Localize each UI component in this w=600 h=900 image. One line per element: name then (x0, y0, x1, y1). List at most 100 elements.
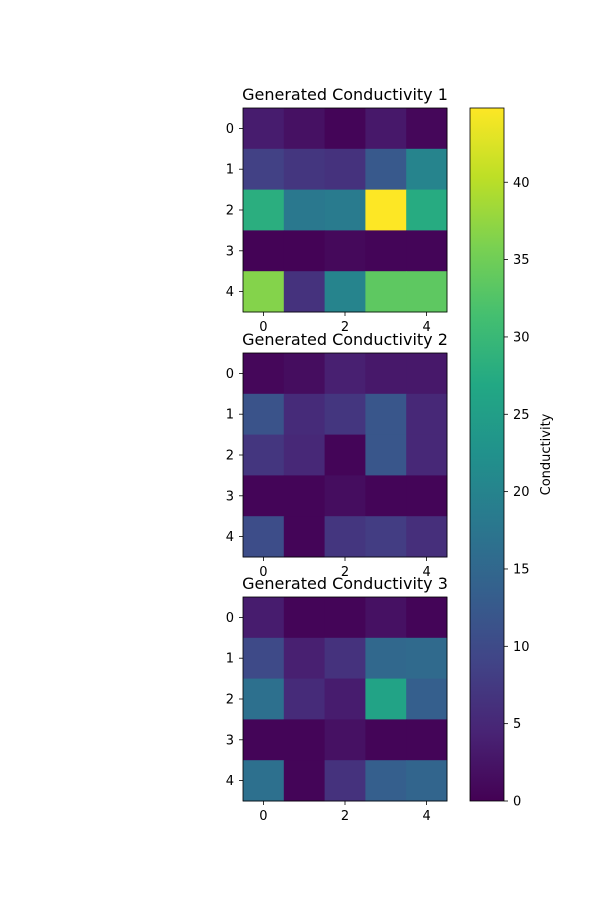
heatmap-cell (324, 475, 366, 517)
heatmap-cell (283, 271, 326, 313)
y-tick-label: 2 (226, 204, 234, 219)
heatmap-cell (365, 475, 407, 517)
heatmap-cell (243, 760, 285, 802)
x-tick-label: 0 (259, 565, 267, 580)
colorbar-label: Conductivity (539, 413, 554, 495)
heatmap-cell (406, 516, 448, 558)
heatmap-cell (406, 597, 448, 639)
heatmap-cell (365, 353, 407, 395)
heatmap-cell (283, 353, 326, 395)
x-tick-label: 2 (341, 565, 349, 580)
x-tick-label: 4 (422, 809, 430, 824)
heatmap-cell (283, 230, 326, 272)
y-tick-label: 4 (226, 285, 234, 300)
heatmap-cell (243, 230, 285, 272)
heatmap-cell (283, 597, 326, 639)
heatmap-cell (365, 271, 407, 313)
heatmap-cell (243, 393, 285, 436)
heatmap-cell (365, 597, 407, 639)
heatmap-cell (365, 719, 407, 761)
heatmap-cell (324, 719, 366, 761)
y-tick-label: 1 (226, 163, 234, 178)
x-tick-label: 4 (422, 565, 430, 580)
heatmap-cell (243, 719, 285, 761)
heatmap-cell (243, 271, 285, 313)
x-tick-label: 0 (259, 320, 267, 335)
heatmap-cell (324, 230, 366, 272)
heatmap-cell (406, 475, 448, 517)
colorbar-tick-label: 5 (513, 717, 521, 732)
heatmap-cell (406, 678, 448, 720)
colorbar-tick-label: 40 (513, 176, 530, 191)
heatmap-cell (243, 597, 285, 639)
colorbar-tick-label: 15 (513, 562, 530, 577)
heatmap-cell (365, 189, 407, 231)
heatmap-panel-2: Generated Conductivity 2 0 1 2 3 4 0 2 4 (226, 330, 448, 580)
heatmap-cell (243, 353, 285, 395)
heatmap-cell (243, 475, 285, 517)
heatmap-cell (365, 760, 407, 802)
heatmap-cell (406, 230, 448, 272)
heatmap-cell (243, 637, 285, 680)
colorbar-gradient (469, 107, 505, 802)
panel-title: Generated Conductivity 1 (242, 85, 448, 104)
heatmap-cell (243, 434, 285, 476)
heatmap-cell (283, 637, 326, 680)
heatmap-cell (365, 678, 407, 720)
heatmap-cell (324, 353, 366, 395)
y-tick-label: 2 (226, 693, 234, 708)
heatmap-cell (406, 353, 448, 395)
heatmap-cell (243, 516, 285, 558)
heatmap-cell (406, 189, 448, 231)
x-tick-label: 2 (341, 809, 349, 824)
heatmap-cell (365, 434, 407, 476)
colorbar-tick-label: 20 (513, 485, 530, 500)
heatmap-cell (324, 393, 366, 436)
heatmap-cell (406, 434, 448, 476)
y-tick-label: 1 (226, 652, 234, 667)
heatmap-cell (324, 597, 366, 639)
heatmap-cell (406, 719, 448, 761)
heatmap-cell (243, 108, 285, 150)
heatmap-cell (406, 148, 448, 191)
x-tick-label: 0 (259, 809, 267, 824)
y-tick-label: 1 (226, 408, 234, 423)
heatmap-cell (283, 148, 326, 191)
heatmap-cell (324, 271, 366, 313)
heatmap-cell (365, 637, 407, 680)
y-tick-label: 3 (226, 489, 234, 504)
heatmap-cell (406, 271, 448, 313)
heatmap-cell (243, 189, 285, 231)
heatmap-cell (365, 148, 407, 191)
heatmap-cell (283, 516, 326, 558)
colorbar: 0 5 10 15 20 25 30 35 40 Conductivity (469, 107, 554, 810)
colorbar-tick-label: 35 (513, 253, 530, 268)
heatmap-cell (406, 108, 448, 150)
heatmap-cell (243, 678, 285, 720)
heatmap-cell (324, 434, 366, 476)
heatmap-cell (365, 108, 407, 150)
heatmap-cell (406, 637, 448, 680)
y-tick-label: 3 (226, 244, 234, 259)
heatmap-cell (324, 189, 366, 231)
heatmap-cell (283, 719, 326, 761)
heatmap-cell (365, 393, 407, 436)
heatmap-cell (283, 108, 326, 150)
colorbar-tick-label: 30 (513, 330, 530, 345)
heatmap-cell (324, 637, 366, 680)
heatmap-cell (324, 108, 366, 150)
colorbar-tick-label: 10 (513, 640, 530, 655)
heatmap-cell (283, 393, 326, 436)
x-tick-label: 2 (341, 320, 349, 335)
colorbar-tick-label: 0 (513, 795, 521, 810)
heatmap-cell (243, 148, 285, 191)
y-tick-label: 2 (226, 449, 234, 464)
heatmap-cell (283, 434, 326, 476)
heatmap-cell (283, 475, 326, 517)
heatmap-cell (406, 393, 448, 436)
y-tick-label: 3 (226, 733, 234, 748)
heatmap-cell (283, 760, 326, 802)
panel-title: Generated Conductivity 3 (242, 574, 448, 593)
heatmap-cell (324, 678, 366, 720)
